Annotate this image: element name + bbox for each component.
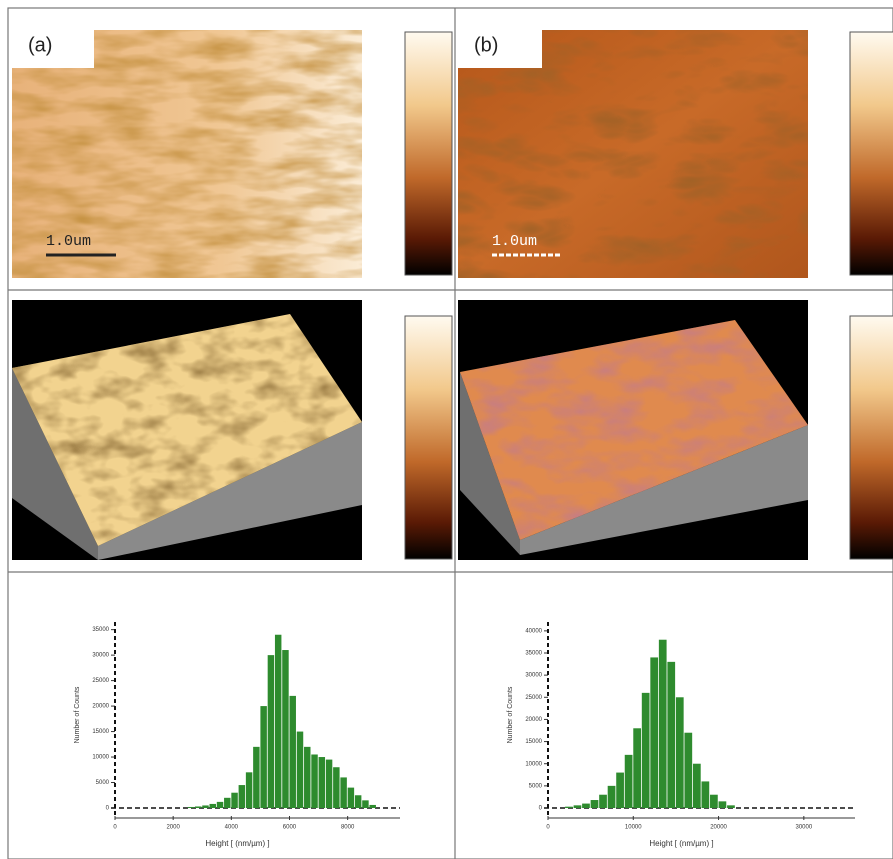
- histogram-bar: [311, 754, 317, 808]
- histogram-bar: [369, 805, 375, 808]
- x-tick-label: 10000: [625, 825, 642, 831]
- histogram-bar: [591, 800, 599, 808]
- histogram-bar: [260, 706, 266, 808]
- histogram-bar: [599, 795, 607, 808]
- y-tick-label: 0: [106, 806, 110, 812]
- histogram-bar: [239, 785, 245, 808]
- histogram-bar: [217, 802, 223, 808]
- histogram-bar: [224, 798, 230, 808]
- histogram-bar: [667, 662, 675, 808]
- histogram-bar: [319, 757, 325, 808]
- y-tick-label: 10000: [525, 761, 542, 767]
- afm-3d-b: [458, 300, 808, 560]
- histogram-bar: [210, 804, 216, 808]
- y-tick-label: 35000: [525, 651, 542, 657]
- histogram-bar: [304, 747, 310, 808]
- histogram-bar: [565, 807, 573, 808]
- histogram-bar: [282, 650, 288, 808]
- x-tick-label: 0: [546, 825, 550, 831]
- x-axis-label: Height [ (nm/µm) ]: [205, 839, 269, 848]
- histogram-bar: [727, 805, 735, 808]
- histogram-bar: [246, 772, 252, 808]
- scale-bar-label: 1.0um: [46, 233, 91, 250]
- y-tick-label: 40000: [525, 628, 542, 634]
- histogram-bar: [355, 795, 361, 808]
- x-axis-label: Height [ (nm/µm) ]: [649, 839, 713, 848]
- histogram-bar: [231, 793, 237, 808]
- x-tick-label: 8000: [341, 825, 355, 831]
- histogram-bar: [348, 788, 354, 808]
- y-axis-label: Number of Counts: [74, 686, 81, 743]
- y-tick-label: 20000: [525, 717, 542, 723]
- histogram-bar: [275, 635, 281, 808]
- y-tick-label: 35000: [92, 627, 109, 633]
- histogram-bar: [642, 693, 650, 808]
- y-axis-label: Number of Counts: [507, 686, 514, 743]
- histogram-bar: [608, 786, 616, 808]
- histogram-bar: [195, 806, 201, 808]
- histogram-bar: [693, 764, 701, 808]
- y-tick-label: 5000: [96, 780, 110, 786]
- histogram-bar: [297, 732, 303, 808]
- y-tick-label: 25000: [92, 678, 109, 684]
- x-tick-label: 20000: [710, 825, 727, 831]
- y-tick-label: 15000: [92, 729, 109, 735]
- histogram-bar: [719, 801, 727, 808]
- y-tick-label: 30000: [92, 653, 109, 659]
- histogram-bar: [676, 697, 684, 808]
- histogram-bar: [633, 728, 641, 808]
- y-tick-label: 0: [539, 806, 543, 812]
- histogram-bar: [340, 777, 346, 808]
- y-tick-label: 15000: [525, 739, 542, 745]
- histogram-bar: [702, 781, 710, 808]
- histogram-bar: [625, 755, 633, 808]
- histogram-bar: [616, 773, 624, 808]
- histogram-bar: [202, 805, 208, 808]
- x-tick-label: 2000: [166, 825, 180, 831]
- histogram-bar: [650, 657, 658, 808]
- histogram-bar: [333, 767, 339, 808]
- histogram-bar: [582, 804, 590, 808]
- figure: (a) 1.0um (b) 1.0um 05000100001500020000…: [0, 0, 893, 859]
- histogram-bar: [362, 800, 368, 808]
- histogram-bar: [710, 795, 718, 808]
- histogram-bar: [188, 807, 194, 808]
- x-tick-label: 6000: [283, 825, 297, 831]
- histogram-bar: [326, 760, 332, 808]
- histogram-bar: [253, 747, 259, 808]
- histogram-bar: [268, 655, 274, 808]
- panel-label: (a): [28, 34, 52, 56]
- x-tick-label: 30000: [795, 825, 812, 831]
- x-tick-label: 4000: [225, 825, 239, 831]
- y-tick-label: 5000: [529, 783, 543, 789]
- scale-bar-label: 1.0um: [492, 233, 537, 250]
- histogram-bar: [574, 805, 582, 808]
- histogram-bar: [659, 640, 667, 808]
- x-tick-label: 0: [113, 825, 117, 831]
- panel-label: (b): [474, 34, 498, 56]
- histogram-bar: [684, 733, 692, 808]
- y-tick-label: 25000: [525, 695, 542, 701]
- y-tick-label: 10000: [92, 755, 109, 761]
- histogram-bar: [289, 696, 295, 808]
- afm-3d-a: [12, 300, 362, 560]
- y-tick-label: 30000: [525, 673, 542, 679]
- y-tick-label: 20000: [92, 704, 109, 710]
